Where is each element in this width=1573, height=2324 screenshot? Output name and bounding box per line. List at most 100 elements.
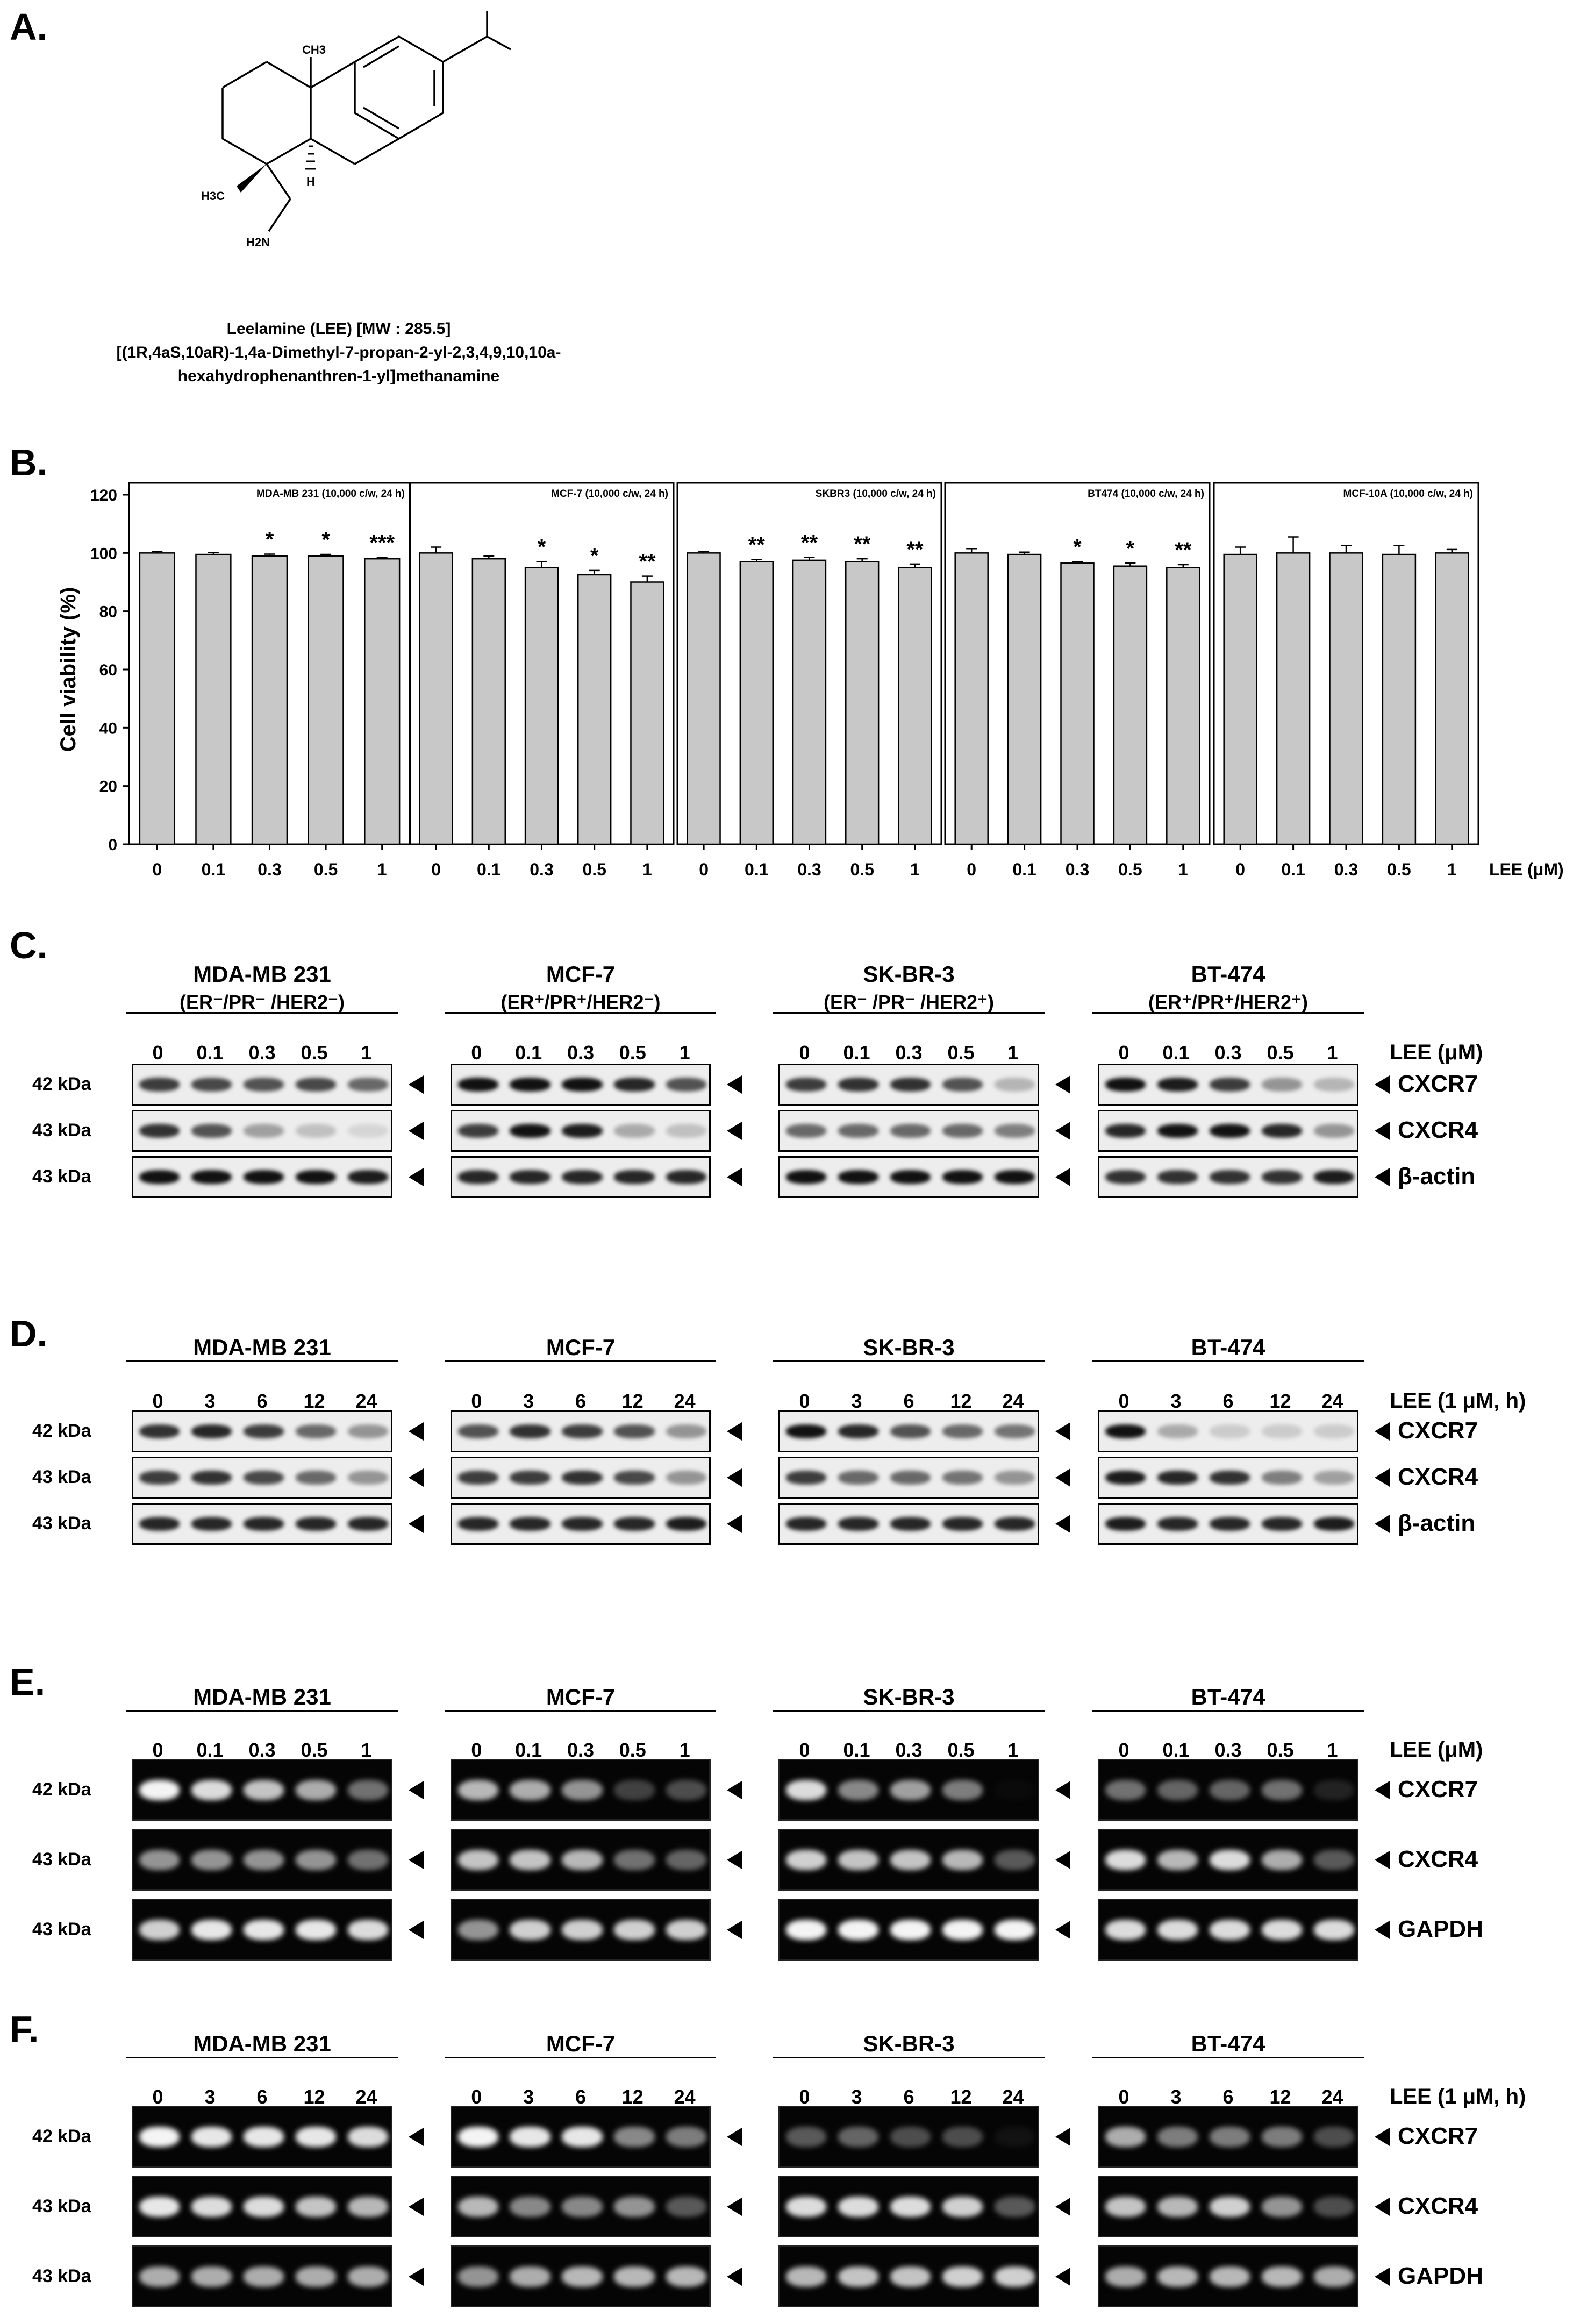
band <box>994 1919 1035 1940</box>
band <box>785 1849 827 1870</box>
band <box>1261 1471 1303 1485</box>
band <box>510 2266 550 2287</box>
band <box>191 2126 232 2147</box>
lane-label: 6 <box>903 2086 914 2108</box>
protein-label: GAPDH <box>1398 1915 1483 1942</box>
header-underline <box>773 1710 1045 1712</box>
band <box>243 2196 284 2217</box>
blot-strip <box>1098 1110 1359 1152</box>
bar <box>792 559 827 845</box>
band <box>295 1078 337 1092</box>
lane-label: 0.5 <box>1267 1042 1294 1064</box>
blot-strip <box>451 2245 711 2307</box>
arrow-marker <box>1055 1122 1070 1140</box>
band <box>838 1779 879 1800</box>
band <box>1313 1124 1355 1138</box>
y-tick-label: 40 <box>99 719 117 737</box>
arrow-marker <box>727 1075 742 1094</box>
significance-mark: * <box>590 544 599 568</box>
band <box>666 1124 707 1138</box>
compound-iupac-line2: hexahydrophenanthren-1-yl]methanamine <box>177 367 500 385</box>
band <box>295 2126 337 2147</box>
panel-a-label: A. <box>10 6 47 48</box>
band <box>562 1919 603 1940</box>
band <box>295 1779 337 1800</box>
arrow-marker <box>727 1422 742 1441</box>
band <box>614 1170 655 1184</box>
band <box>510 1078 550 1092</box>
significance-mark: *** <box>369 531 395 554</box>
significance-mark: ** <box>1175 538 1192 562</box>
band <box>562 1170 603 1184</box>
band <box>1157 1424 1198 1438</box>
band <box>1313 1078 1355 1092</box>
arrow-marker <box>1375 1122 1390 1140</box>
band <box>666 1919 707 1940</box>
arrow-marker <box>1055 1850 1070 1869</box>
band <box>1261 1424 1303 1438</box>
lane-label: 0 <box>799 1739 810 1761</box>
x-tick-label: 1 <box>377 860 387 879</box>
band <box>457 1471 499 1485</box>
band <box>614 1919 655 1940</box>
band <box>295 1849 337 1870</box>
blot-strip <box>1098 1503 1359 1545</box>
lane-label: 12 <box>303 1390 325 1412</box>
lane-label: 0 <box>471 1739 482 1761</box>
band <box>347 1849 389 1870</box>
band <box>614 1779 655 1800</box>
band <box>1105 1779 1146 1800</box>
lane-label: 0.1 <box>1162 1042 1190 1064</box>
arrow-marker <box>727 1920 742 1939</box>
arrow-marker <box>1375 2127 1390 2146</box>
arrow-marker <box>409 2127 424 2146</box>
lane-label: 3 <box>523 1390 534 1412</box>
bar <box>471 558 506 845</box>
lane-label: 12 <box>1269 2086 1291 2108</box>
band <box>457 1078 499 1092</box>
lane-label: 1 <box>1007 1042 1019 1064</box>
header-underline <box>126 1360 398 1362</box>
lane-label: 0.5 <box>301 1042 328 1064</box>
lane-label: 6 <box>1222 2086 1234 2108</box>
band <box>838 2196 879 2217</box>
blot-strip <box>778 1759 1039 1821</box>
band <box>890 1170 931 1184</box>
band <box>243 1078 284 1092</box>
lane-label: 6 <box>256 2086 268 2108</box>
band <box>347 2266 389 2287</box>
band <box>1261 1779 1303 1800</box>
lane-label: 12 <box>621 1390 644 1412</box>
chart-panel-title: BT474 (10,000 c/w, 24 h) <box>1088 488 1204 500</box>
band <box>785 2266 827 2287</box>
band <box>562 1078 603 1092</box>
lane-label: 0.1 <box>515 1042 542 1064</box>
band <box>510 1170 550 1184</box>
blot-strip <box>451 2176 711 2237</box>
band <box>890 1124 931 1138</box>
band <box>510 1424 550 1438</box>
lane-label: 12 <box>303 2086 325 2108</box>
panel-f-label: F. <box>10 2008 39 2050</box>
band <box>785 1424 827 1438</box>
lane-label: 24 <box>1002 1390 1024 1412</box>
bar <box>364 558 401 845</box>
band <box>1157 2126 1198 2147</box>
band <box>614 2126 655 2147</box>
band <box>1105 1124 1146 1138</box>
cell-line-name: BT-474 <box>1191 1335 1265 1360</box>
band <box>1209 1124 1250 1138</box>
lane-label: 0 <box>471 1042 482 1064</box>
band <box>295 2196 337 2217</box>
bar <box>687 552 721 845</box>
protein-label: CXCR4 <box>1398 2192 1478 2219</box>
x-tick-label: 0 <box>1235 860 1245 879</box>
leelamine-structure-diagram: CH3 H3C H H2N <box>201 11 511 249</box>
treatment-label: LEE (1 μM, h) <box>1390 2085 1526 2108</box>
arrow-marker <box>409 1122 424 1140</box>
band <box>1313 1424 1355 1438</box>
protein-label: CXCR4 <box>1398 1464 1478 1490</box>
bar <box>1060 562 1095 845</box>
band <box>838 1919 879 1940</box>
